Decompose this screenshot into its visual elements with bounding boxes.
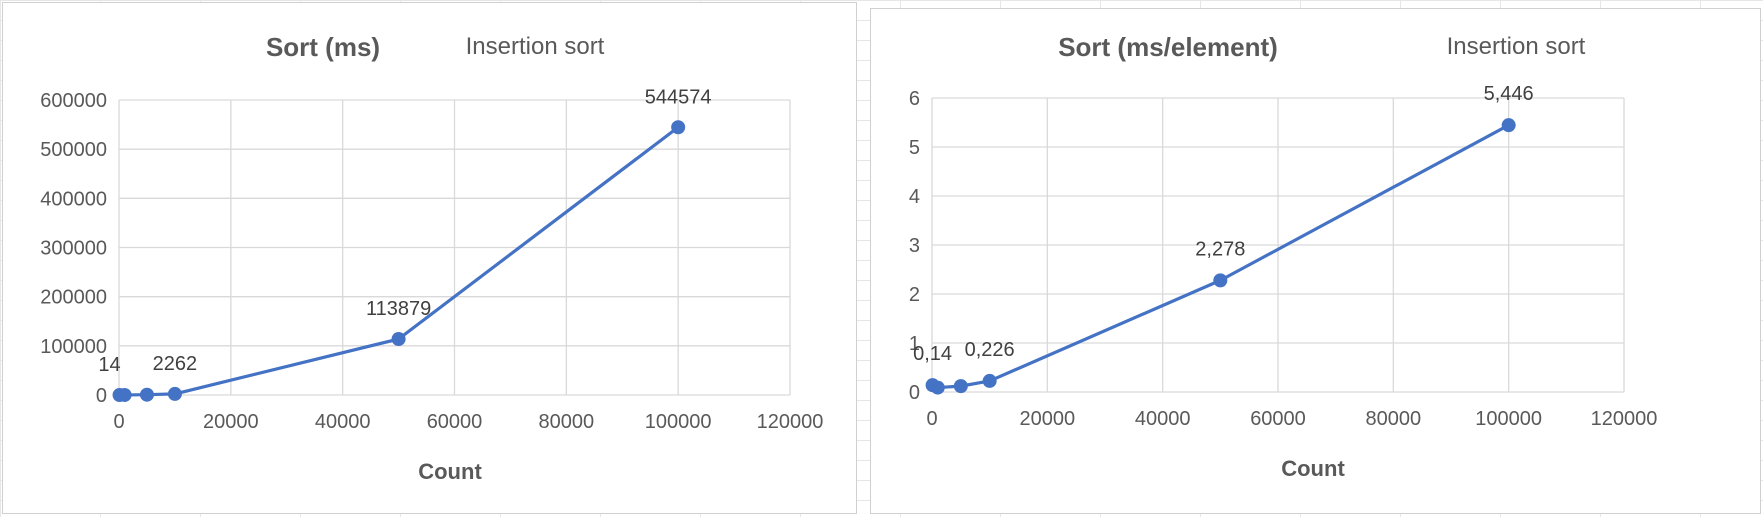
x-axis-title: Count [418,459,482,484]
chart-title: Sort (ms/element) [1058,32,1278,62]
y-tick-label: 300000 [40,238,107,260]
data-point[interactable] [1501,118,1516,133]
x-tick-label: 100000 [1475,408,1542,430]
chart-panel-sort-ms-per-element[interactable]: Sort (ms/element) Insertion sort Count 0… [870,8,1761,514]
y-tick-label: 500000 [40,139,107,161]
data-label: 544574 [645,86,712,108]
data-point[interactable] [1213,273,1228,288]
x-tick-label: 60000 [1250,408,1306,430]
data-label: 2,278 [1195,238,1245,260]
y-tick-label: 3 [909,235,920,257]
x-tick-label: 120000 [757,411,824,433]
data-label: 2262 [153,353,198,375]
data-point[interactable] [391,332,406,347]
x-tick-label: 40000 [315,411,371,433]
chart-sort-ms: Sort (ms) Insertion sort Count 0 20000 400… [40,32,823,484]
y-tick-label: 200000 [40,287,107,309]
x-axis-title: Count [1281,456,1345,481]
x-tick-label: 40000 [1135,408,1191,430]
x-tick-label: 20000 [203,411,259,433]
chart-subtitle: Insertion sort [1447,33,1586,60]
data-point[interactable] [671,120,686,135]
chart-title: Sort (ms) [266,32,380,62]
y-tick-label: 400000 [40,188,107,210]
y-tick-label: 1 [909,333,920,355]
x-tick-label: 60000 [427,411,483,433]
chart-panel-sort-ms[interactable]: Sort (ms) Insertion sort Count 0 20000 400… [2,2,857,514]
data-point[interactable] [930,380,945,395]
x-tick-label: 80000 [539,411,595,433]
data-point[interactable] [167,386,182,401]
data-point[interactable] [117,387,132,402]
data-label: 113879 [366,298,431,320]
chart-subtitle: Insertion sort [466,33,605,60]
data-point[interactable] [982,373,997,388]
x-tick-label: 80000 [1366,408,1422,430]
data-label: 5,446 [1484,83,1534,105]
y-tick-label: 6 [909,88,920,110]
data-point[interactable] [139,387,154,402]
x-tick-label: 20000 [1020,408,1076,430]
x-tick-label: 120000 [1591,408,1658,430]
x-tick-label: 100000 [645,411,712,433]
plot-area: 0 20000 40000 60000 80000 100000 120000 0 100000… [40,86,823,433]
data-label: 14 [98,354,120,376]
data-label: 0,226 [965,339,1015,361]
y-tick-label: 4 [909,186,920,208]
y-tick-label: 0 [96,385,107,407]
y-tick-label: 100000 [40,336,107,358]
y-tick-label: 5 [909,137,920,159]
y-tick-label: 2 [909,284,920,306]
data-point[interactable] [953,379,968,394]
y-tick-label: 600000 [40,90,107,112]
x-tick-label: 0 [926,408,937,430]
y-tick-label: 0 [909,382,920,404]
series-line [119,125,680,397]
x-tick-label: 0 [113,411,124,433]
chart-sort-ms-per-element: Sort (ms/element) Insertion sort Count 0… [909,32,1658,481]
plot-area: 0 20000 40000 60000 80000 100000 120000 0 1 2 3 4 5 6… [909,83,1658,430]
data-label: 0,14 [913,343,952,365]
